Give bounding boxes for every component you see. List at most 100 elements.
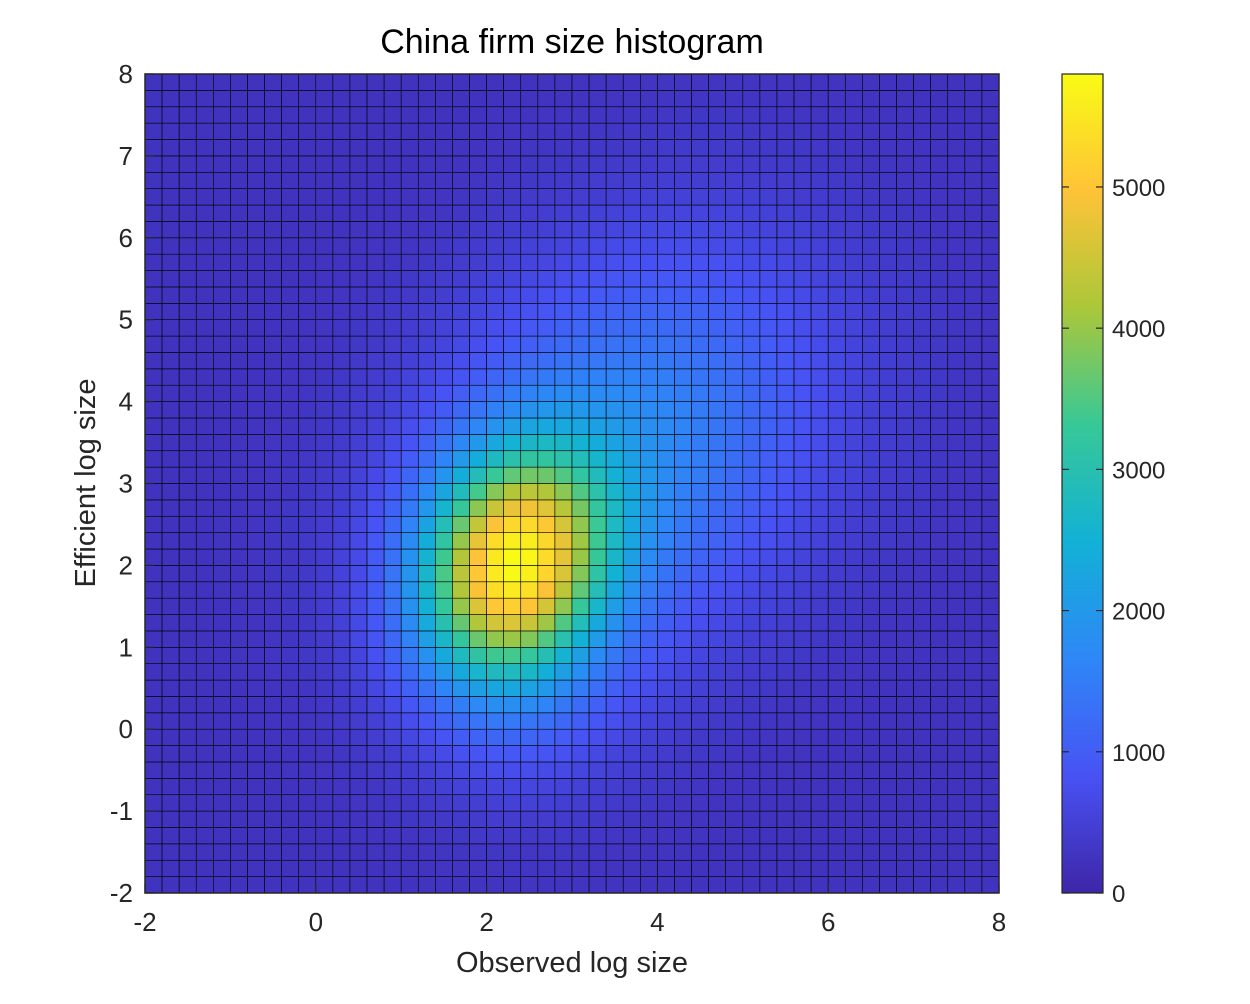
heatmap-cell [161, 646, 180, 664]
heatmap-cell [503, 794, 522, 812]
y-tick-label: 3 [119, 469, 133, 499]
heatmap-cell [759, 384, 778, 402]
heatmap-cell [930, 679, 949, 697]
heatmap-cell [708, 679, 727, 697]
heatmap-cell [844, 106, 863, 124]
heatmap-cell [332, 73, 351, 91]
heatmap-cell [776, 810, 795, 828]
heatmap-cell [742, 843, 761, 861]
heatmap-cell [879, 155, 897, 173]
heatmap-cell [144, 171, 163, 189]
heatmap-cell [708, 450, 727, 468]
heatmap-cell [622, 417, 641, 435]
heatmap-cell [469, 646, 487, 664]
heatmap-cell [725, 679, 744, 697]
heatmap-cell [178, 745, 197, 763]
heatmap-cell [981, 466, 1000, 484]
heatmap-cell [588, 434, 607, 452]
heatmap-cell [725, 565, 744, 583]
heatmap-cell [178, 303, 197, 321]
heatmap-cell [930, 597, 949, 615]
heatmap-cell [930, 319, 949, 337]
heatmap-cell [230, 728, 248, 746]
heatmap-cell [947, 876, 966, 894]
heatmap-cell [947, 679, 966, 697]
heatmap-cell [486, 466, 504, 484]
heatmap-cell [862, 90, 880, 108]
heatmap-cell [366, 139, 385, 157]
heatmap-cell [537, 319, 556, 337]
heatmap-cell [230, 532, 248, 550]
heatmap-cell [913, 761, 931, 779]
heatmap-cell [537, 335, 556, 353]
heatmap-cell [776, 646, 795, 664]
heatmap-cell [725, 253, 744, 271]
heatmap-cell [298, 696, 317, 714]
heatmap-cell [844, 417, 863, 435]
heatmap-cell [281, 565, 300, 583]
heatmap-cell [281, 827, 300, 845]
heatmap-cell [588, 499, 607, 517]
heatmap-cell [161, 73, 180, 91]
heatmap-cell [349, 827, 368, 845]
heatmap-cell [571, 483, 590, 501]
heatmap-cell [725, 73, 744, 91]
heatmap-cell [742, 303, 761, 321]
heatmap-cell [383, 368, 402, 386]
heatmap-cell [981, 712, 1000, 730]
heatmap-cell [195, 679, 214, 697]
heatmap-cell [281, 417, 300, 435]
heatmap-cell [930, 368, 949, 386]
heatmap-cell [195, 106, 214, 124]
heatmap-cell [862, 384, 880, 402]
heatmap-cell [793, 384, 812, 402]
heatmap-cell [588, 286, 607, 304]
heatmap-cell [605, 630, 624, 648]
heatmap-cell [691, 827, 709, 845]
heatmap-cell [486, 352, 504, 370]
heatmap-cell [178, 466, 197, 484]
heatmap-cell [298, 171, 317, 189]
heatmap-cell [605, 843, 624, 861]
heatmap-cell [264, 319, 282, 337]
heatmap-cell [161, 417, 180, 435]
heatmap-cell [862, 270, 880, 288]
heatmap-cell [742, 630, 761, 648]
heatmap-cell [383, 483, 402, 501]
heatmap-cell [622, 286, 641, 304]
heatmap-cell [862, 401, 880, 419]
heatmap-cell [366, 368, 385, 386]
heatmap-cell [247, 73, 265, 91]
heatmap-cell [281, 106, 300, 124]
heatmap-cell [844, 155, 863, 173]
heatmap-cell [879, 810, 897, 828]
heatmap-cell [315, 745, 334, 763]
heatmap-cell [435, 434, 453, 452]
heatmap-cell [486, 155, 504, 173]
heatmap-cell [947, 859, 966, 877]
heatmap-cell [332, 139, 351, 157]
heatmap-cell [520, 319, 539, 337]
heatmap-cell [588, 614, 607, 632]
heatmap-cell [708, 745, 727, 763]
y-tick-label: 7 [119, 141, 133, 171]
heatmap-cell [674, 352, 692, 370]
heatmap-cell [469, 253, 487, 271]
heatmap-cell [674, 630, 692, 648]
heatmap-cell [571, 565, 590, 583]
heatmap-cell [452, 417, 470, 435]
heatmap-cell [879, 679, 897, 697]
heatmap-cell [844, 122, 863, 140]
heatmap-cell [178, 778, 197, 796]
heatmap-cell [332, 90, 351, 108]
heatmap-cell [366, 401, 385, 419]
heatmap-cell [554, 728, 573, 746]
heatmap-cell [178, 499, 197, 517]
heatmap-cell [674, 483, 692, 501]
heatmap-cell [315, 827, 334, 845]
heatmap-cell [759, 859, 778, 877]
heatmap-cell [810, 843, 829, 861]
heatmap-cell [298, 335, 317, 353]
heatmap-cell [605, 171, 624, 189]
heatmap-cell [435, 122, 453, 140]
